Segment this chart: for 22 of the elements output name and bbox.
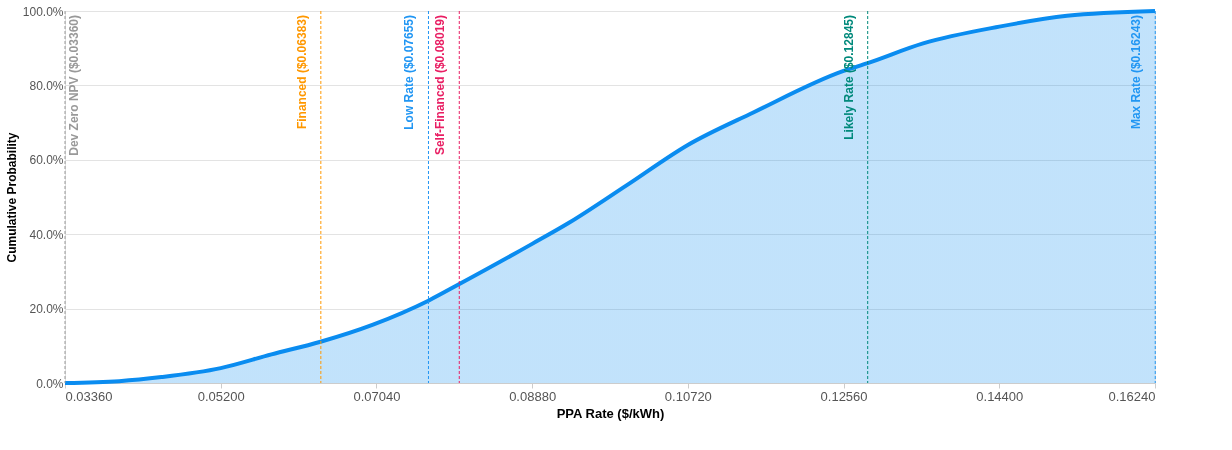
- ref-line-label: Self-Financed ($0.08019): [433, 15, 448, 156]
- y-tick-label: 40.0%: [29, 227, 64, 242]
- ref-line-label: Max Rate ($0.16243): [1129, 15, 1144, 130]
- y-axis-title: Cumulative Probability: [4, 132, 19, 263]
- x-tick-label: 0.12560: [820, 388, 868, 404]
- x-tick-label: 0.14400: [976, 388, 1024, 404]
- x-tick-label: 0.08880: [509, 388, 557, 404]
- x-axis-title: PPA Rate ($/kWh): [556, 405, 665, 421]
- y-tick-label: 60.0%: [29, 153, 64, 168]
- x-tick-label: 0.10720: [664, 388, 712, 404]
- ref-line-label: Low Rate ($0.07655): [402, 15, 417, 130]
- x-tick-label: 0.07040: [353, 388, 401, 404]
- ref-line-label: Likely Rate ($0.12845): [841, 15, 856, 140]
- x-tick-label: 0.03360: [65, 388, 113, 404]
- x-tick-label: 0.05200: [197, 388, 245, 404]
- x-tick-label: 0.16240: [1108, 388, 1156, 404]
- y-tick-label: 100.0%: [22, 4, 64, 19]
- ref-line-label: Financed ($0.06383): [294, 15, 309, 130]
- ref-line-label: Dev Zero NPV ($0.03360): [67, 15, 81, 156]
- y-tick-label: 0.0%: [36, 376, 64, 391]
- y-tick-label: 80.0%: [29, 78, 64, 93]
- y-tick-label: 20.0%: [29, 302, 64, 317]
